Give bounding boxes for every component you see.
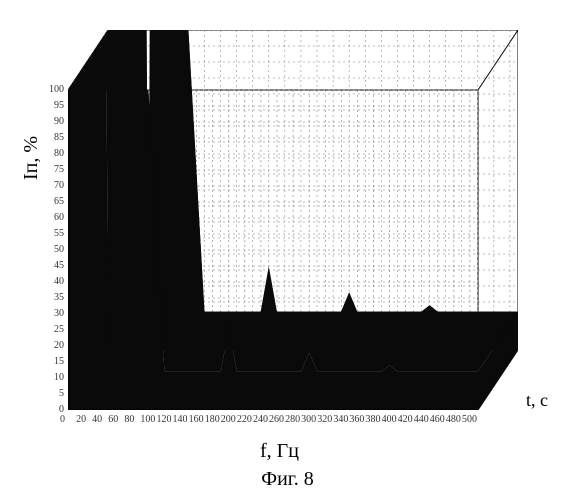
y-tick: 70 [44, 180, 64, 191]
y-tick: 40 [44, 276, 64, 287]
y-tick: 35 [44, 292, 64, 303]
y-tick: 25 [44, 324, 64, 335]
z-axis-label: t, с [526, 390, 548, 411]
y-tick: 65 [44, 196, 64, 207]
plot-svg [68, 30, 518, 410]
x-tick: 440 [414, 414, 429, 425]
y-tick: 75 [44, 164, 64, 175]
x-tick: 40 [92, 414, 102, 425]
plot-area [68, 30, 518, 410]
x-tick: 220 [237, 414, 252, 425]
x-tick: 120 [156, 414, 171, 425]
x-tick: 200 [221, 414, 236, 425]
x-tick: 420 [398, 414, 413, 425]
x-axis-label: f, Гц [260, 440, 299, 463]
x-tick: 500 [462, 414, 477, 425]
y-tick: 100 [44, 84, 64, 95]
y-tick: 45 [44, 260, 64, 271]
x-tick: 260 [269, 414, 284, 425]
x-tick: 80 [124, 414, 134, 425]
y-tick: 80 [44, 148, 64, 159]
x-tick: 340 [333, 414, 348, 425]
x-tick: 380 [365, 414, 380, 425]
x-tick: 160 [189, 414, 204, 425]
y-tick: 30 [44, 308, 64, 319]
x-tick: 20 [76, 414, 86, 425]
x-tick: 280 [285, 414, 300, 425]
y-tick: 95 [44, 100, 64, 111]
x-tick: 60 [108, 414, 118, 425]
y-tick: 90 [44, 116, 64, 127]
y-axis-label: Iп, % [20, 136, 43, 180]
y-tick: 50 [44, 244, 64, 255]
y-tick: 55 [44, 228, 64, 239]
x-tick: 360 [349, 414, 364, 425]
y-tick: 60 [44, 212, 64, 223]
y-tick: 85 [44, 132, 64, 143]
x-tick: 320 [317, 414, 332, 425]
x-tick: 480 [446, 414, 461, 425]
x-tick: 460 [430, 414, 445, 425]
y-tick: 5 [44, 388, 64, 399]
figure-8: 0 5 10 15 20 25 30 35 40 45 50 55 60 65 70 75 80 85 90 95 10… [0, 0, 575, 500]
x-tick: 400 [382, 414, 397, 425]
x-tick: 300 [301, 414, 316, 425]
x-tick: 0 [60, 414, 65, 425]
y-tick: 15 [44, 356, 64, 367]
y-tick: 20 [44, 340, 64, 351]
x-tick: 240 [253, 414, 268, 425]
figure-caption: Фиг. 8 [0, 468, 575, 491]
x-tick: 100 [140, 414, 155, 425]
x-tick: 180 [205, 414, 220, 425]
y-tick: 10 [44, 372, 64, 383]
x-tick: 140 [173, 414, 188, 425]
